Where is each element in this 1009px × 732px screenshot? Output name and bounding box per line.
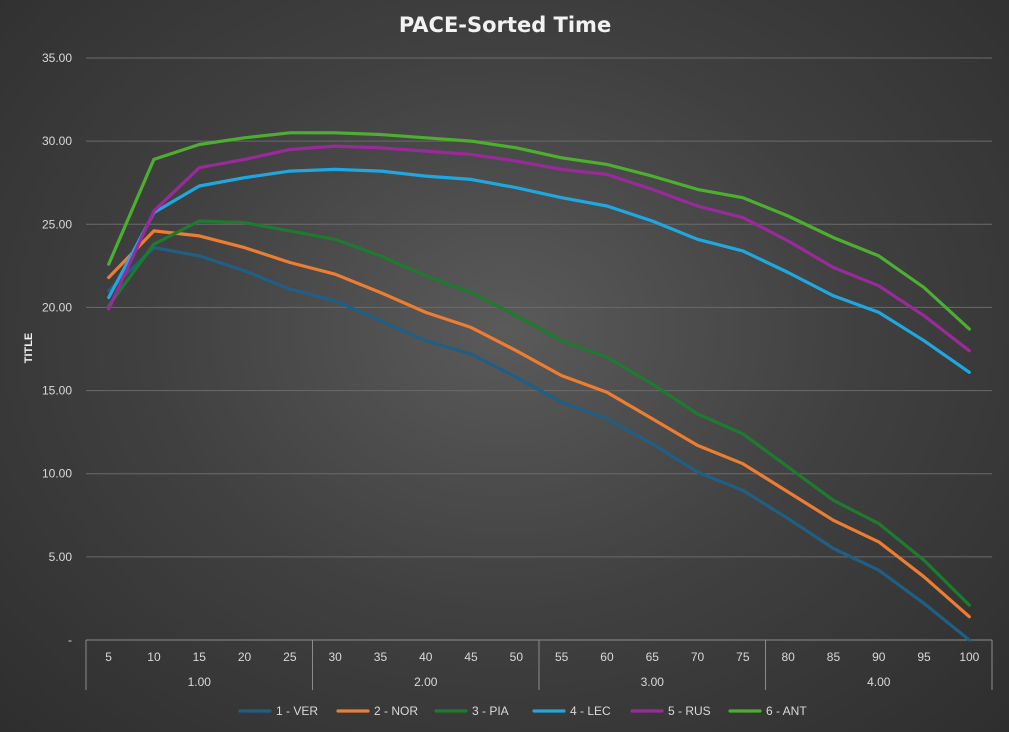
x-tick-label: 60 (600, 650, 614, 664)
series-line-4-lec (107, 167, 971, 374)
x-tick-label: 20 (238, 650, 252, 664)
series-line-6-ant (107, 131, 971, 331)
y-tick-label: 15.00 (42, 384, 72, 398)
y-axis-ticks: - 5.00 10.00 15.00 20.00 25.00 30.00 35.00 (42, 51, 72, 647)
x-tick-label: 40 (419, 650, 433, 664)
series-lines (107, 131, 971, 642)
x-group-label: 1.00 (188, 675, 212, 689)
legend-label: 2 - NOR (374, 704, 418, 718)
x-tick-label: 70 (691, 650, 705, 664)
x-tick-label: 85 (827, 650, 841, 664)
chart-title: PACE-Sorted Time (399, 13, 611, 37)
x-axis: 5 10 15 20 25 30 35 40 45 50 55 60 65 70 75 80 85 90 95 100… (85, 639, 993, 690)
y-tick-label: 20.00 (42, 300, 72, 314)
legend-label: 1 - VER (276, 704, 318, 718)
y-axis-label: TITLE (23, 333, 35, 364)
x-tick-label: 25 (283, 650, 297, 664)
series-line-5-rus (107, 144, 971, 353)
x-group-label: 4.00 (867, 675, 891, 689)
x-tick-label: 55 (555, 650, 569, 664)
y-tick-label: 5.00 (49, 550, 73, 564)
series-line-2-nor (107, 229, 971, 619)
y-tick-label: 35.00 (42, 51, 72, 65)
x-tick-label: 65 (646, 650, 660, 664)
y-tick-label: 25.00 (42, 217, 72, 231)
legend-label: 3 - PIA (472, 704, 509, 718)
legend-label: 5 - RUS (668, 704, 711, 718)
legend-label: 6 - ANT (766, 704, 807, 718)
y-tick-label: 10.00 (42, 467, 72, 481)
x-tick-label: 95 (917, 650, 931, 664)
legend: 1 - VER 2 - NOR 3 - PIA 4 - LEC 5 - RUS 6 - A… (238, 704, 807, 718)
x-tick-label: 35 (374, 650, 388, 664)
x-tick-label: 10 (147, 650, 161, 664)
x-tick-label: 5 (105, 650, 112, 664)
x-tick-label: 90 (872, 650, 886, 664)
gridlines (86, 57, 992, 558)
series-line-1-ver (107, 246, 971, 642)
x-tick-label: 75 (736, 650, 750, 664)
x-tick-label: 100 (959, 650, 979, 664)
x-group-label: 3.00 (641, 675, 665, 689)
y-tick-label: 30.00 (42, 134, 72, 148)
x-tick-label: 80 (781, 650, 795, 664)
x-tick-label: 45 (464, 650, 478, 664)
series-line-3-pia (107, 219, 971, 607)
legend-label: 4 - LEC (570, 704, 611, 718)
x-group-label: 2.00 (414, 675, 438, 689)
y-tick-label: - (68, 633, 72, 647)
x-tick-label: 15 (193, 650, 207, 664)
x-tick-label: 50 (510, 650, 524, 664)
x-tick-label: 30 (328, 650, 342, 664)
